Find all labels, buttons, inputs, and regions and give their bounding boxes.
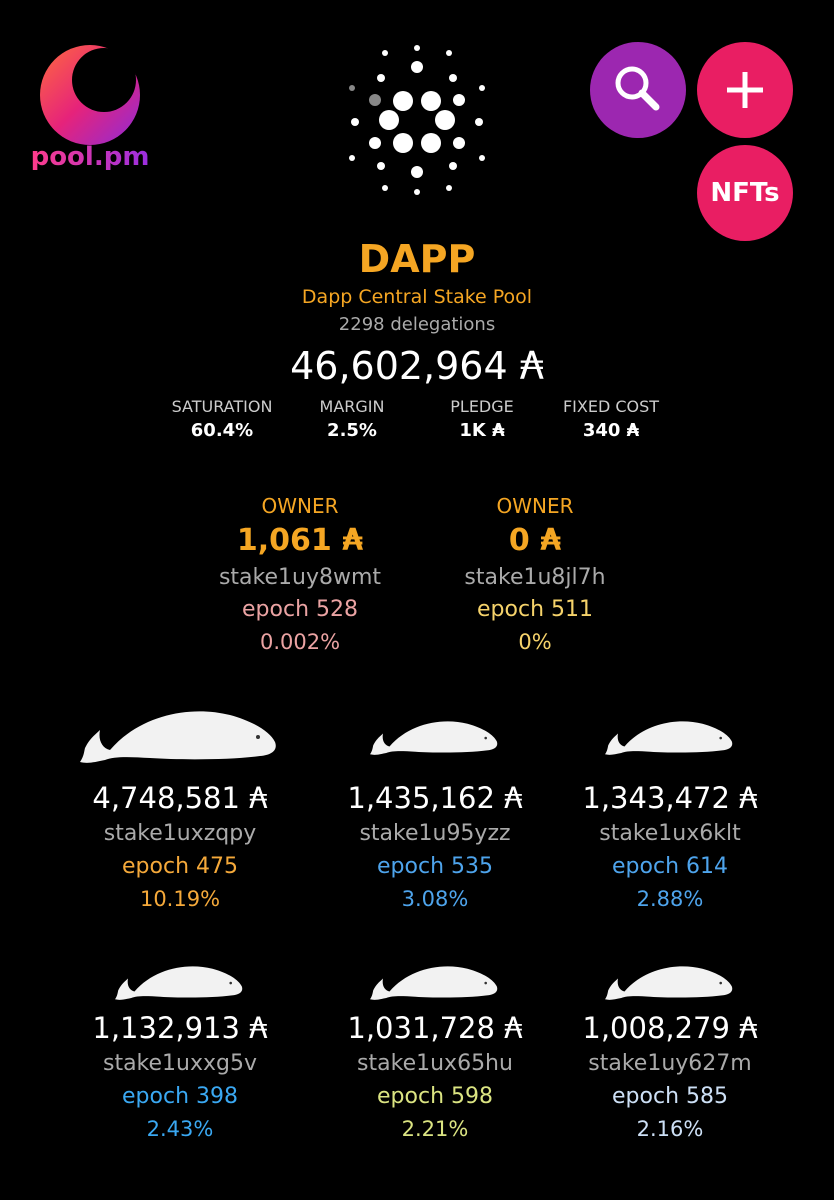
owner-amount: 1,061 ₳ (236, 523, 364, 558)
stat-value: 340 ₳ (582, 420, 640, 441)
delegator-amount: 1,343,472 ₳ (582, 780, 758, 815)
owner-share: 0% (518, 629, 552, 654)
owner-label: OWNER (261, 494, 339, 518)
delegator-amount: 1,008,279 ₳ (582, 1010, 758, 1045)
total-stake: 46,602,964 ₳ (290, 344, 544, 388)
owner-epoch: epoch 511 (477, 597, 593, 622)
owner-amount: 0 ₳ (508, 523, 562, 558)
delegator-share: 3.08% (401, 886, 469, 911)
delegator-share: 2.21% (401, 1116, 469, 1141)
whale-icon (605, 721, 733, 755)
whale-icon (115, 966, 243, 1000)
delegator-address[interactable]: stake1ux65hu (357, 1051, 513, 1076)
delegator-epoch: epoch 585 (612, 1084, 728, 1109)
stat-label: SATURATION (171, 397, 273, 416)
logo-text[interactable]: pool.pm (30, 142, 150, 172)
delegator-epoch: epoch 614 (612, 854, 728, 879)
nfts-label[interactable]: NFTs (710, 178, 780, 208)
delegator-share: 10.19% (139, 886, 221, 911)
owner-label: OWNER (496, 494, 574, 518)
delegator-epoch: epoch 535 (377, 854, 493, 879)
stat-label: FIXED COST (562, 397, 660, 416)
delegator-amount: 1,031,728 ₳ (347, 1010, 523, 1045)
delegation-count: 2298 delegations (338, 314, 496, 335)
delegator-address[interactable]: stake1u95yzz (359, 821, 511, 846)
search-button[interactable] (590, 42, 686, 138)
cardano-logo (349, 45, 485, 195)
delegator-address[interactable]: stake1uxzqpy (103, 821, 257, 846)
delegator-amount: 4,748,581 ₳ (92, 780, 268, 815)
nfts-button[interactable] (697, 145, 793, 241)
stat-label: PLEDGE (450, 397, 514, 416)
whale-icon (370, 721, 498, 755)
stat-label: MARGIN (319, 397, 385, 416)
delegator-amount: 1,435,162 ₳ (347, 780, 523, 815)
pool-ticker: DAPP (358, 237, 476, 281)
delegator-address[interactable]: stake1ux6klt (599, 821, 741, 846)
delegator-share: 2.16% (636, 1116, 704, 1141)
delegator-epoch: epoch 398 (122, 1084, 238, 1109)
delegator-address[interactable]: stake1uy627m (588, 1051, 752, 1076)
delegator-share: 2.43% (146, 1116, 214, 1141)
stat-value: 2.5% (327, 420, 377, 441)
whale-icon (370, 966, 498, 1000)
owner-share: 0.002% (259, 629, 341, 654)
logo[interactable] (40, 45, 140, 145)
stat-value: 60.4% (190, 420, 254, 441)
delegator-epoch: epoch 598 (377, 1084, 493, 1109)
whale-icon (80, 711, 276, 763)
whale-icon (605, 966, 733, 1000)
owner-address[interactable]: stake1u8jl7h (464, 565, 606, 590)
delegator-share: 2.88% (636, 886, 704, 911)
add-button[interactable] (697, 42, 793, 138)
owner-epoch: epoch 528 (242, 597, 358, 622)
owner-address[interactable]: stake1uy8wmt (218, 565, 382, 590)
delegator-address[interactable]: stake1uxxg5v (102, 1051, 258, 1076)
delegator-epoch: epoch 475 (122, 854, 238, 879)
stat-value: 1K ₳ (459, 420, 505, 441)
pool-name: Dapp Central Stake Pool (301, 285, 533, 308)
delegator-amount: 1,132,913 ₳ (92, 1010, 268, 1045)
